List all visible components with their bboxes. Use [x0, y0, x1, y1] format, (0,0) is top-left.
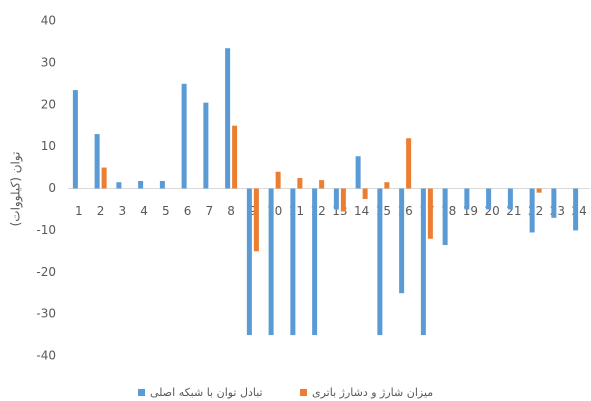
x-tick-label: 3: [119, 204, 127, 218]
bar: [319, 180, 325, 189]
bar: [94, 134, 100, 189]
bar: [464, 188, 470, 210]
x-tick-label: 9: [249, 204, 257, 218]
x-tick-label: 6: [184, 204, 192, 218]
bar: [551, 188, 557, 218]
y-tick-label: 0: [48, 181, 56, 195]
bar: [420, 188, 426, 336]
bar: [340, 188, 346, 212]
y-tick-label: -10: [36, 223, 56, 237]
y-tick-label: -20: [36, 265, 56, 279]
bar: [427, 188, 433, 239]
bar: [312, 188, 318, 336]
x-tick-label: 7: [206, 204, 214, 218]
legend-label: تبادل توان با شبکه اصلی: [150, 386, 263, 399]
x-tick-label: 1: [75, 204, 83, 218]
bar: [529, 188, 535, 233]
y-tick-label: -40: [36, 349, 56, 363]
bar: [507, 188, 513, 210]
y-tick-label: 20: [41, 97, 56, 111]
bar: [333, 188, 339, 210]
bar: [355, 156, 361, 189]
x-tick-label: 4: [140, 204, 148, 218]
bar: [159, 180, 165, 189]
legend-label: میزان شارژ و دشارژ باتری: [312, 386, 433, 399]
bar: [377, 188, 383, 336]
bar: [399, 188, 405, 294]
bar: [203, 102, 209, 189]
bar: [181, 83, 187, 189]
bar: [384, 182, 390, 189]
bar: [232, 125, 238, 189]
bar: [297, 178, 303, 189]
bar: [442, 188, 448, 246]
y-axis-label: توان (کیلووات): [9, 152, 24, 227]
bar: [406, 138, 412, 189]
bar: [253, 188, 259, 252]
bar: [275, 171, 281, 189]
legend-swatch: [300, 389, 307, 396]
bar: [268, 188, 274, 336]
y-tick-label: -30: [36, 307, 56, 321]
x-tick-label: 14: [354, 204, 369, 218]
bar: [246, 188, 252, 336]
y-tick-label: 40: [41, 14, 56, 28]
x-tick-label: 5: [162, 204, 170, 218]
x-tick-label: 2: [97, 204, 105, 218]
bar: [116, 182, 122, 189]
bar: [101, 167, 107, 189]
y-tick-label: 30: [41, 55, 56, 69]
bar: [362, 188, 368, 199]
bar: [138, 180, 144, 189]
legend-swatch: [138, 389, 145, 396]
y-tick-label: 10: [41, 139, 56, 153]
x-tick-label: 8: [227, 204, 235, 218]
bar: [225, 48, 231, 189]
bar: [290, 188, 296, 336]
bar: [536, 188, 542, 193]
bar: [486, 188, 492, 210]
bar: [573, 188, 579, 231]
bar: [72, 90, 78, 189]
